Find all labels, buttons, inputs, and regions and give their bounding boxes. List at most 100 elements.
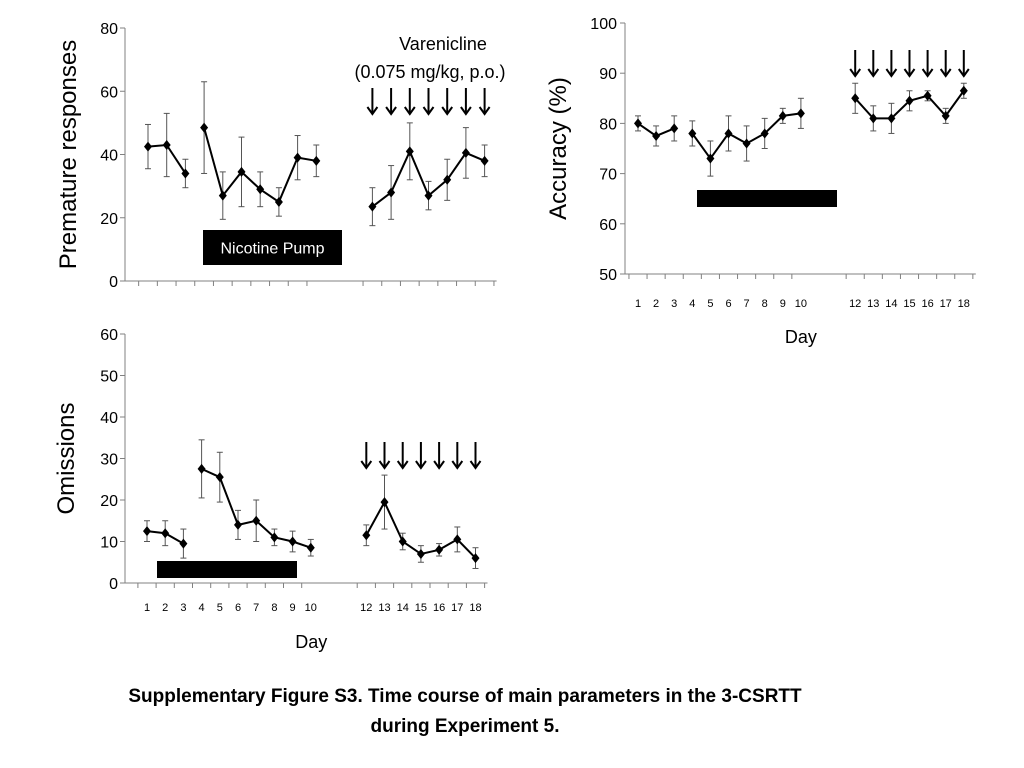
x-tick-label: 15 — [903, 298, 915, 310]
data-point — [200, 122, 209, 133]
data-point — [218, 190, 227, 201]
y-tick-label: 90 — [599, 66, 617, 83]
dosing-arrow-head — [433, 460, 445, 470]
y-axis-label: Omissions — [53, 402, 80, 514]
y-tick-label: 20 — [100, 493, 118, 510]
data-point — [387, 187, 396, 198]
data-point — [162, 140, 171, 151]
data-point — [237, 166, 246, 177]
x-tick-label: 16 — [433, 602, 445, 614]
x-tick-label: 13 — [378, 602, 390, 614]
y-tick-label: 50 — [599, 267, 617, 284]
dosing-arrow-head — [867, 68, 880, 78]
data-point — [688, 128, 697, 139]
x-tick-label: 18 — [958, 298, 970, 310]
data-point — [270, 532, 279, 543]
data-point — [143, 526, 151, 537]
data-point — [293, 152, 302, 163]
x-axis-label: Day — [785, 327, 817, 347]
dosing-arrow-head — [441, 106, 454, 116]
data-point — [941, 110, 950, 121]
data-point — [161, 528, 170, 539]
data-point — [959, 85, 968, 96]
dosing-arrow-head — [460, 106, 472, 116]
x-tick-label: 14 — [397, 602, 409, 614]
y-tick-label: 20 — [100, 211, 118, 228]
x-tick-label: 16 — [921, 298, 933, 310]
data-point — [869, 113, 878, 124]
x-axis-label: Day — [295, 632, 327, 652]
x-tick-label: 10 — [305, 602, 317, 614]
nicotine-pump-bar — [157, 561, 297, 578]
data-point — [652, 130, 661, 141]
x-tick-label: 9 — [780, 298, 786, 310]
x-tick-label: 3 — [671, 298, 677, 310]
data-point — [181, 168, 190, 179]
data-point — [234, 519, 242, 530]
varenicline-dose: (0.075 mg/kg, p.o.) — [354, 62, 505, 82]
y-tick-label: 60 — [100, 84, 118, 101]
data-point — [144, 141, 152, 152]
y-axis-label: Accuracy (%) — [545, 77, 572, 220]
data-point — [471, 553, 480, 564]
x-tick-label: 14 — [885, 298, 897, 310]
data-point — [480, 155, 489, 166]
data-point — [724, 128, 733, 139]
nicotine-pump-bar — [697, 190, 837, 207]
y-axis-label: Premature responses — [55, 40, 82, 269]
x-tick-label: 2 — [653, 298, 659, 310]
x-tick-label: 15 — [415, 602, 427, 614]
dosing-arrow-head — [360, 460, 373, 470]
dosing-arrow-head — [403, 106, 416, 116]
panel-premature-responses: 0 20 40 60 80 Premature responses Nicotine Pum… — [55, 21, 506, 291]
data-point — [905, 95, 914, 106]
varenicline-label: Varenicline — [399, 34, 487, 54]
x-tick-label: 1 — [144, 602, 150, 614]
x-tick-label: 8 — [271, 602, 277, 614]
x-tick-label: 17 — [451, 602, 463, 614]
x-tick-label: 10 — [795, 298, 807, 310]
data-point — [742, 138, 751, 149]
y-tick-label: 80 — [100, 21, 118, 38]
data-point — [760, 128, 769, 139]
dosing-arrow-head — [415, 460, 427, 470]
x-tick-label: 6 — [725, 298, 731, 310]
data-point — [398, 536, 407, 547]
dosing-arrow-head — [451, 460, 464, 470]
data-point — [796, 108, 805, 119]
nicotine-pump-bar — [203, 230, 342, 265]
y-tick-label: 60 — [100, 327, 118, 344]
x-tick-label: 1 — [635, 298, 641, 310]
data-point — [453, 534, 462, 545]
y-tick-label: 0 — [109, 576, 118, 593]
x-tick-label: 12 — [849, 298, 861, 310]
y-tick-label: 30 — [100, 452, 118, 469]
y-tick-label: 0 — [109, 274, 118, 291]
data-point — [435, 544, 444, 555]
data-point — [634, 118, 642, 129]
data-point — [252, 515, 261, 526]
figure-caption-line-2: during Experiment 5. — [370, 716, 560, 737]
y-tick-label: 80 — [599, 116, 617, 133]
dosing-arrow-head — [939, 68, 952, 78]
y-tick-label: 50 — [100, 369, 118, 386]
y-tick-label: 60 — [599, 217, 617, 234]
data-point — [288, 536, 297, 547]
x-tick-label: 5 — [217, 602, 223, 614]
data-point — [424, 190, 433, 201]
nicotine-pump-label: Nicotine Pump — [220, 241, 324, 258]
data-point — [443, 174, 452, 185]
x-tick-label: 5 — [707, 298, 713, 310]
dosing-arrow-head — [396, 460, 409, 470]
data-point — [197, 463, 206, 474]
dosing-arrow-head — [378, 460, 391, 470]
x-tick-label: 9 — [290, 602, 296, 614]
data-point — [274, 196, 283, 207]
x-tick-label: 4 — [689, 298, 695, 310]
x-tick-label: 7 — [744, 298, 750, 310]
data-point — [179, 538, 188, 549]
data-point — [362, 530, 371, 541]
x-tick-label: 4 — [199, 602, 205, 614]
